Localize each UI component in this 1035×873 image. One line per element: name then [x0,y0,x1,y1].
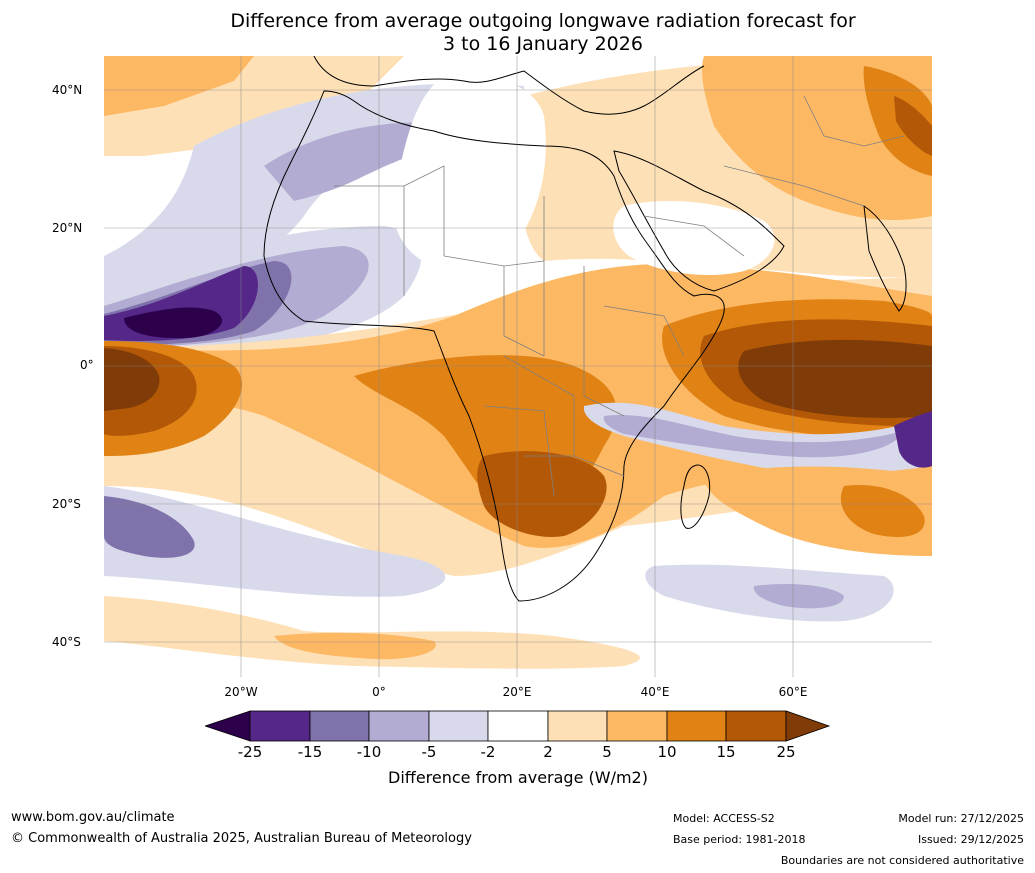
shading-brown-southern-africa [477,451,607,537]
colour-legend [205,710,831,742]
legend-title: Difference from average (W/m2) [388,768,648,787]
lat-label-40n: 40°N [52,83,83,97]
legend-tick-5: -2 [480,743,496,761]
india-coastline [863,204,907,312]
legend-swatch-1 [249,710,311,742]
legend-tick-4: -5 [421,743,437,761]
title-line-1: Difference from average outgoing longwav… [230,10,856,32]
shading-dark-brown-indian [738,339,932,418]
issued-date: Issued: 29/12/2025 [917,833,1024,846]
legend-swatch-5 [487,710,549,742]
map-title: Difference from average outgoing longwav… [100,10,986,56]
shading-purple-light-sw [104,486,446,597]
legend-tick-10: 25 [776,743,796,761]
legend-arrow-high [785,710,831,742]
europe-coastline [313,56,705,115]
base-period: Base period: 1981-2018 [673,833,806,846]
country-boundaries [334,95,905,497]
legend-swatch-3 [368,710,430,742]
title-line-2: 3 to 16 January 2026 [443,33,643,55]
shading-purple-south [753,584,844,609]
africa-coastline [263,90,725,602]
shading-orange-light-far-south [104,596,640,669]
model-run-date: Model run: 27/12/2025 [898,812,1024,825]
shading-purple-sw [104,496,195,558]
shading-dark-brown-west [104,348,160,411]
legend-swatch-2 [309,710,370,742]
shading-white-sahara [393,74,546,266]
shading-purple-dark-east [894,411,932,468]
legend-tick-2: -15 [297,743,323,761]
legend-tick-7: 5 [602,743,612,761]
legend-arrow-low [205,710,251,742]
graticule [104,56,932,677]
lat-label-0: 0° [80,358,94,372]
legend-tick-9: 15 [716,743,736,761]
website-link[interactable]: www.bom.gov.au/climate [11,810,175,825]
shading-brown-ne [894,96,932,156]
legend-tick-8: 10 [657,743,677,761]
legend-swatch-4 [428,710,489,742]
lon-label-20e: 20°E [502,685,532,699]
shading-purple-indian [603,415,904,458]
shading-purple-light-indian [583,402,932,474]
lat-label-20s: 20°S [52,497,81,511]
lon-label-0: 0° [372,685,386,699]
lon-label-20w: 20°W [224,685,258,699]
copyright-text: © Commonwealth of Australia 2025, Austra… [11,831,472,846]
madagascar-coastline [680,464,711,529]
legend-swatch-6 [547,710,608,742]
legend-tick-6: 2 [543,743,553,761]
olr-anomaly-map [104,56,932,677]
legend-swatch-9 [725,710,787,742]
legend-tick-1: -25 [237,743,263,761]
coastlines [263,56,907,602]
shading-orange-strong-south-indian [840,485,925,537]
lat-label-40s: 40°S [52,635,81,649]
lat-label-20n: 20°N [52,221,83,235]
arabia-coastline [613,150,785,292]
shading-white-arabia [613,201,775,276]
shading-orange-nw [104,56,254,116]
shading-purple-darkest-west [124,307,223,339]
boundary-disclaimer: Boundaries are not considered authoritat… [780,854,1024,867]
model-name: Model: ACCESS-S2 [673,812,775,825]
legend-tick-3: -10 [356,743,382,761]
lon-label-40e: 40°E [640,685,670,699]
legend-swatch-8 [666,710,727,742]
shading-orange-far-south [274,632,436,660]
lon-label-60e: 60°E [778,685,808,699]
legend-swatch-7 [606,710,668,742]
